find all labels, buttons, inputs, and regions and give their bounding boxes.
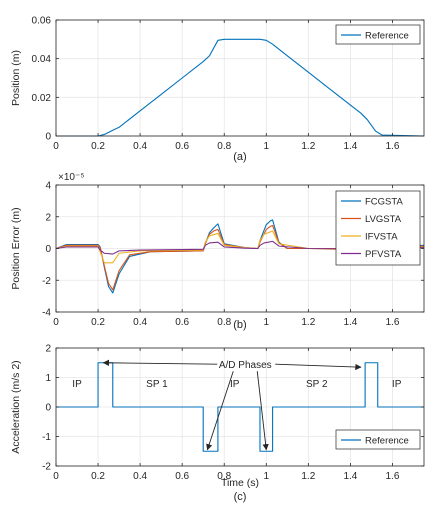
y-tick-label: 1 [45,373,51,384]
legend-box [335,429,421,450]
y-axis-label: Position (m) [10,50,22,106]
x-tick-label: 1.4 [343,471,357,482]
x-tick-label: 1.2 [301,141,315,152]
x-tick-label: 1.4 [343,317,357,328]
y-tick-label: -2 [42,462,51,473]
x-tick-label: 0.4 [133,317,147,328]
series-line-reference [56,38,425,137]
x-tick-label: 1 [264,141,270,152]
y-tick-label: -1 [42,432,51,443]
y-exponent-label: ×10⁻⁵ [58,172,84,183]
y-tick-label: 0 [45,132,51,143]
x-tick-label: 0.8 [217,317,231,328]
x-tick-label: 0.6 [175,317,189,328]
x-tick-label: 1.4 [343,141,357,152]
x-tick-label: 0.4 [133,471,147,482]
y-tick-label: 0.02 [32,93,52,104]
y-tick-label: 0 [45,403,51,414]
x-tick-label: 1.6 [386,141,400,152]
legend-entry: PFVSTA [365,249,402,260]
y-axis-label: Acceleration (m/s 2) [10,360,22,453]
y-tick-label: 0.04 [32,54,52,65]
y-tick-label: 4 [45,181,51,192]
chart-panel-3: 0 0.2 0.4 0.6 0.8 1 1.2 1.4 1.6 -2 -1 0 1 2 Accelerati… [10,344,425,503]
annotation-arrow [256,371,269,451]
legend: FCGSTA LVGSTA IFVSTA PFVSTA [335,190,421,266]
x-tick-label: 0.6 [175,141,189,152]
x-tick-label: 0 [53,317,59,328]
legend-entry: Reference [365,436,409,447]
x-axis-label: Time (s) [221,477,259,489]
legend-entry: IFVSTA [365,232,398,243]
annotation-arrow [102,359,218,366]
panel-caption: (c) [234,491,247,503]
x-tick-label: 0 [53,141,59,152]
x-tick-label: 0.2 [91,471,105,482]
phase-label: IP [72,379,82,390]
x-tick-label: 0.8 [217,141,231,152]
x-tick-label: 1.2 [301,317,315,328]
annotation-label: A/D Phases [219,360,272,371]
legend-entry: LVGSTA [365,214,402,225]
y-axis-label: Position Error (m) [10,207,22,289]
y-tick-label: 0 [45,244,51,255]
y-tick-label: -2 [42,276,51,287]
y-tick-label: 2 [45,212,51,223]
legend-entry: Reference [365,31,409,42]
legend-entry: FCGSTA [365,197,403,208]
phase-label: IP [392,379,402,390]
phase-label: IP [230,379,240,390]
x-tick-label: 0.4 [133,141,147,152]
x-tick-label: 1.6 [386,471,400,482]
legend: Reference [335,429,421,450]
legend-box [335,24,421,45]
x-tick-label: 0.2 [91,317,105,328]
x-tick-label: 0.8 [217,471,231,482]
chart-panel-2: 0 0.2 0.4 0.6 0.8 1 1.2 1.4 1.6 -4 -2 0 2 4 Position E… [10,172,425,331]
panel-caption: (b) [233,319,246,331]
y-tick-label: -4 [42,308,51,319]
phase-label: SP 1 [146,379,168,390]
x-tick-label: 1 [264,471,270,482]
annotation-arrow [275,363,362,371]
x-tick-label: 1.6 [386,317,400,328]
x-tick-label: 1.2 [301,471,315,482]
x-tick-label: 0.2 [91,141,105,152]
phase-label: SP 2 [306,379,328,390]
plot-area-frame [55,19,425,137]
annotation-arrow [206,371,234,451]
x-tick-label: 0 [53,471,59,482]
x-tick-label: 1 [264,317,270,328]
panel-caption: (a) [233,151,246,163]
chart-panel-1: 0 0.2 0.4 0.6 0.8 1 1.2 1.4 1.6 0 0.02 0.04 0.06 Posi… [10,16,425,163]
x-tick-label: 0.6 [175,471,189,482]
y-tick-label: 0.06 [32,16,52,27]
y-tick-label: 2 [45,344,51,355]
legend: Reference [335,24,421,45]
legend-box [335,190,421,266]
